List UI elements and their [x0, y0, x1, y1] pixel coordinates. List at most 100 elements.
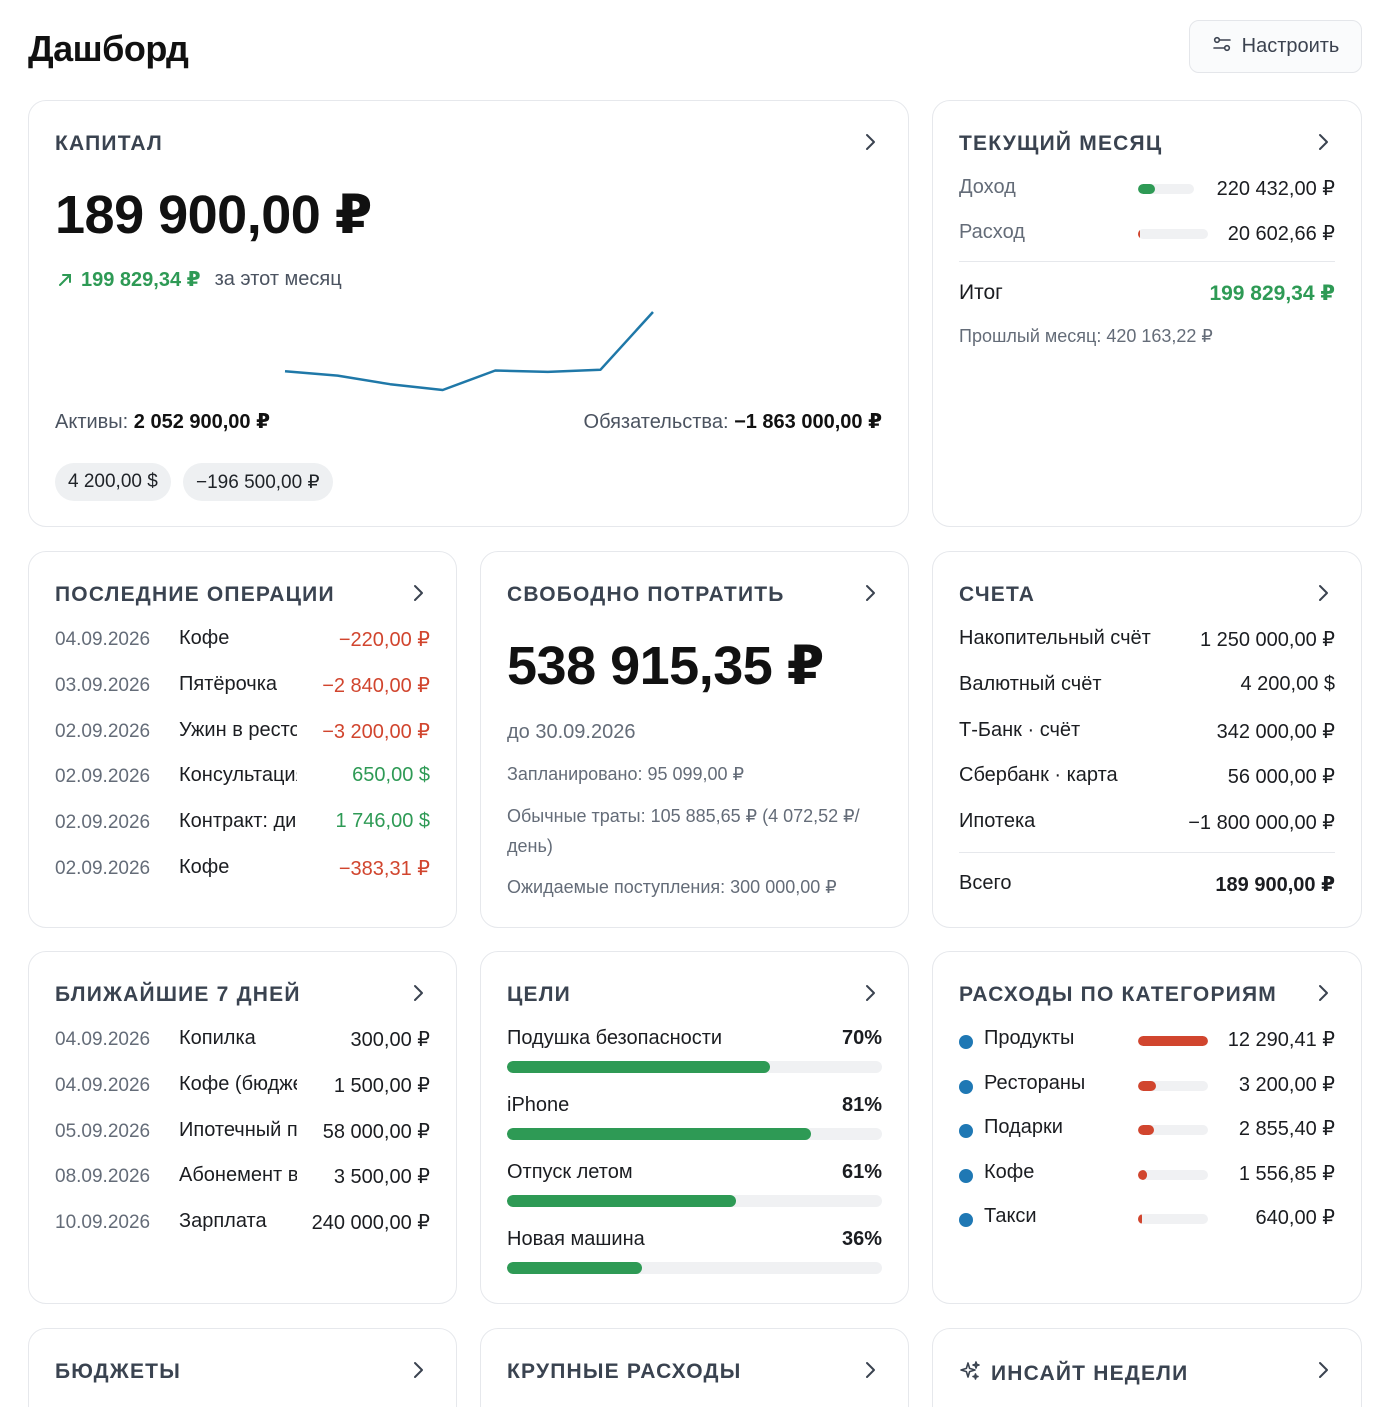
- account-name: Т-Банк · счёт: [959, 718, 1081, 741]
- capital-liabilities: Обязательства: −1 863 000,00 ₽: [584, 409, 882, 434]
- upcoming-name: Ипотечный платёж: [179, 1118, 297, 1141]
- category-bar-track: [1138, 1214, 1208, 1225]
- customize-label: Настроить: [1241, 35, 1340, 57]
- goal-progress-track: [507, 1061, 882, 1073]
- previous-month: Прошлый месяц: 420 163,22 ₽: [959, 326, 1213, 346]
- goal-progress-track: [507, 1195, 882, 1207]
- chevron-right-icon[interactable]: [1313, 583, 1333, 603]
- chevron-right-icon[interactable]: [860, 583, 880, 603]
- liabilities-value: −1 863 000,00 ₽: [734, 411, 882, 433]
- chevron-right-icon[interactable]: [860, 1360, 880, 1380]
- category-name: Подарки: [984, 1116, 1063, 1139]
- goal-row[interactable]: Подушка безопасности 70%: [507, 1027, 882, 1079]
- chevron-right-icon[interactable]: [1313, 1360, 1333, 1380]
- chevron-right-icon[interactable]: [408, 583, 428, 603]
- liabilities-label: Обязательства:: [583, 411, 729, 433]
- upcoming-date: 05.09.2026: [55, 1120, 151, 1142]
- upcoming-row[interactable]: 08.09.2026 Абонемент в зал 3 500,00 ₽: [55, 1164, 430, 1192]
- transaction-row[interactable]: 02.09.2026 Кофе −383,31 ₽: [55, 856, 430, 884]
- goal-percent: 70%: [841, 1027, 882, 1049]
- upcoming-row[interactable]: 05.09.2026 Ипотечный платёж 58 000,00 ₽: [55, 1119, 430, 1147]
- categories-title: РАСХОДЫ ПО КАТЕГОРИЯМ: [959, 983, 1277, 1006]
- income-bar: [1138, 184, 1194, 194]
- transaction-date: 02.09.2026: [55, 858, 151, 879]
- upcoming-amount: 300,00 ₽: [350, 1029, 430, 1051]
- goal-percent: 81%: [841, 1094, 882, 1116]
- budgets-card: БЮДЖЕТЫ: [28, 1328, 457, 1407]
- category-row[interactable]: Такси 640,00 ₽: [959, 1205, 1335, 1233]
- chevron-right-icon[interactable]: [408, 1360, 428, 1380]
- upcoming-name: Кофе (бюджет): [179, 1072, 297, 1095]
- chevron-right-icon[interactable]: [1313, 983, 1333, 1003]
- goal-row[interactable]: Новая машина 36%: [507, 1228, 882, 1280]
- transaction-row[interactable]: 04.09.2026 Кофе −220,00 ₽: [55, 627, 430, 655]
- goals-card: ЦЕЛИ Подушка безопасности 70% iPhone 81% Отп…: [480, 951, 909, 1304]
- accounts-total-value: 189 900,00 ₽: [1215, 874, 1335, 896]
- income-row: Доход 220 432,00 ₽: [959, 176, 1335, 204]
- transaction-amount: −3 200,00 ₽: [322, 720, 430, 743]
- goal-percent: 61%: [841, 1161, 882, 1183]
- upcoming-amount: 240 000,00 ₽: [311, 1212, 430, 1235]
- transaction-row[interactable]: 02.09.2026 Контракт: дизайн 1 746,00 $: [55, 810, 430, 838]
- account-row[interactable]: Накопительный счёт 1 250 000,00 ₽: [959, 627, 1335, 655]
- account-balance: 56 000,00 ₽: [1227, 766, 1335, 789]
- next7-card: БЛИЖАЙШИЕ 7 ДНЕЙ 04.09.2026 Копилка 300,00…: [28, 951, 457, 1304]
- category-name: Кофе: [984, 1160, 1035, 1183]
- goal-name: Новая машина: [507, 1228, 645, 1250]
- goal-progress-fill: [507, 1128, 811, 1140]
- planned-text: Запланировано: 95 099,00 ₽: [507, 764, 745, 784]
- upcoming-name: Абонемент в зал: [179, 1164, 297, 1187]
- recent-ops-title: ПОСЛЕДНИЕ ОПЕРАЦИИ: [55, 583, 335, 606]
- free-to-spend-title: СВОБОДНО ПОТРАТИТЬ: [507, 583, 785, 606]
- accounts-title: СЧЕТА: [959, 583, 1036, 606]
- recent-ops-card: ПОСЛЕДНИЕ ОПЕРАЦИИ 04.09.2026 Кофе −220,00…: [28, 551, 457, 928]
- transaction-name: Контракт: дизайн: [179, 810, 297, 833]
- upcoming-row[interactable]: 04.09.2026 Копилка 300,00 ₽: [55, 1027, 430, 1055]
- transaction-row[interactable]: 02.09.2026 Консультация, клиент 650,00 $: [55, 764, 430, 792]
- account-balance: 1 250 000,00 ₽: [1199, 629, 1335, 651]
- category-bar-fill: [1138, 1125, 1155, 1136]
- currency-chip[interactable]: 4 200,00 $: [55, 463, 171, 501]
- category-row[interactable]: Подарки 2 855,40 ₽: [959, 1116, 1335, 1144]
- upcoming-row[interactable]: 04.09.2026 Кофе (бюджет) 1 500,00 ₽: [55, 1073, 430, 1101]
- goal-name: iPhone: [507, 1094, 570, 1116]
- chevron-right-icon[interactable]: [860, 132, 880, 152]
- expense-label: Расход: [959, 221, 1025, 243]
- category-row[interactable]: Рестораны 3 200,00 ₽: [959, 1072, 1335, 1100]
- chevron-right-icon[interactable]: [408, 983, 428, 1003]
- category-dot: [959, 1079, 973, 1094]
- transaction-amount: 1 746,00 $: [335, 810, 430, 833]
- capital-total: 189 900,00 ₽: [55, 185, 372, 245]
- insight-title: ИНСАЙТ НЕДЕЛИ: [991, 1362, 1189, 1385]
- account-balance: −1 800 000,00 ₽: [1188, 812, 1335, 835]
- category-bar-fill: [1138, 1169, 1148, 1180]
- upcoming-amount: 1 500,00 ₽: [333, 1074, 430, 1097]
- account-row[interactable]: Валютный счёт 4 200,00 $: [959, 673, 1335, 701]
- regular-spend-text: Обычные траты: 105 885,65 ₽ (4 072,52 ₽/: [507, 806, 860, 826]
- transaction-name: Консультация, клиент: [179, 764, 297, 787]
- insight-title-wrap: ИНСАЙТ НЕДЕЛИ: [959, 1360, 1188, 1388]
- account-row[interactable]: Сбербанк · карта 56 000,00 ₽: [959, 764, 1335, 792]
- transaction-row[interactable]: 03.09.2026 Пятёрочка −2 840,00 ₽: [55, 673, 430, 701]
- currency-chip[interactable]: −196 500,00 ₽: [183, 463, 333, 501]
- chevron-right-icon[interactable]: [860, 983, 880, 1003]
- category-amount: 640,00 ₽: [1255, 1207, 1335, 1230]
- category-row[interactable]: Продукты 12 290,41 ₽: [959, 1027, 1335, 1055]
- divider: [959, 261, 1335, 262]
- category-bar-track: [1138, 1169, 1208, 1180]
- chevron-right-icon[interactable]: [1313, 132, 1333, 152]
- account-row[interactable]: Т-Банк · счёт 342 000,00 ₽: [959, 719, 1335, 747]
- account-name: Валютный счёт: [959, 672, 1102, 695]
- goal-progress-fill: [507, 1195, 736, 1207]
- goal-row[interactable]: Отпуск летом 61%: [507, 1161, 882, 1213]
- account-row[interactable]: Ипотека −1 800 000,00 ₽: [959, 810, 1335, 838]
- transaction-row[interactable]: 02.09.2026 Ужин в ресторане −3 200,00 ₽: [55, 719, 430, 747]
- free-to-spend-until: до 30.09.2026: [507, 721, 636, 743]
- next7-title: БЛИЖАЙШИЕ 7 ДНЕЙ: [55, 983, 301, 1006]
- assets-label: Активы:: [55, 411, 129, 433]
- goal-progress-fill: [507, 1061, 770, 1073]
- category-row[interactable]: Кофе 1 556,85 ₽: [959, 1161, 1335, 1189]
- goal-row[interactable]: iPhone 81%: [507, 1094, 882, 1146]
- upcoming-row[interactable]: 10.09.2026 Зарплата 240 000,00 ₽: [55, 1210, 430, 1238]
- customize-button[interactable]: Настроить: [1189, 20, 1362, 73]
